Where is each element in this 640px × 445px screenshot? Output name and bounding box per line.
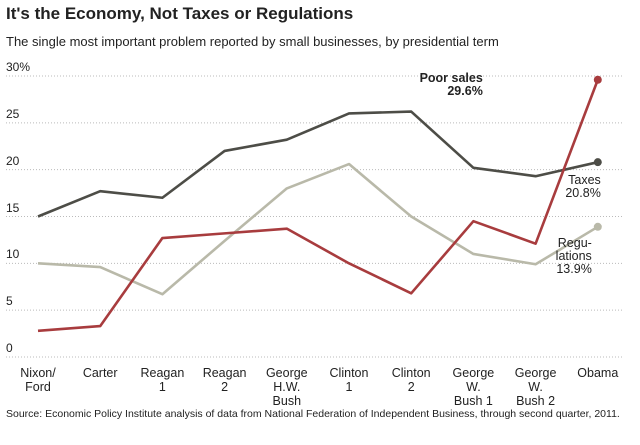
value-label: 20.8% (565, 186, 601, 201)
x-tick-label: George H.W. Bush (265, 366, 308, 408)
y-tick-label: 15 (6, 200, 20, 215)
value-label: 13.9% (556, 261, 592, 276)
chart-title: It's the Economy, Not Taxes or Regulatio… (6, 4, 354, 23)
series-label: Taxes (568, 173, 601, 188)
series-line (37, 162, 599, 296)
y-tick-label: 5 (6, 294, 13, 309)
series-line (37, 110, 599, 218)
x-tick-label: Nixon/ Ford (20, 366, 56, 394)
x-tick-label: Reagan 1 (140, 366, 185, 394)
series-line (37, 79, 600, 333)
end-point (593, 75, 602, 84)
x-tick-label: Clinton 2 (391, 366, 431, 394)
y-tick-label: 30% (6, 60, 31, 74)
chart-subtitle: The single most important problem report… (6, 34, 499, 49)
value-label: 29.6% (447, 83, 483, 98)
x-tick-label: Carter (82, 366, 118, 380)
y-tick-label: 25 (6, 106, 20, 121)
x-tick-label: Clinton 1 (329, 366, 369, 394)
series-label: Regu- lations (555, 235, 592, 263)
end-point (593, 222, 602, 231)
end-point (593, 158, 602, 167)
y-tick-label: 0 (6, 341, 13, 355)
x-tick-label: Reagan 2 (202, 366, 247, 394)
x-tick-label: Obama (577, 366, 619, 380)
x-tick-label: George W. Bush 1 (452, 366, 495, 408)
series-label: Poor sales (419, 70, 483, 85)
source-note: Source: Economic Policy Institute analys… (6, 408, 620, 420)
x-tick-label: George W. Bush 2 (514, 366, 557, 408)
y-tick-label: 10 (6, 247, 20, 262)
y-tick-label: 20 (6, 153, 20, 168)
